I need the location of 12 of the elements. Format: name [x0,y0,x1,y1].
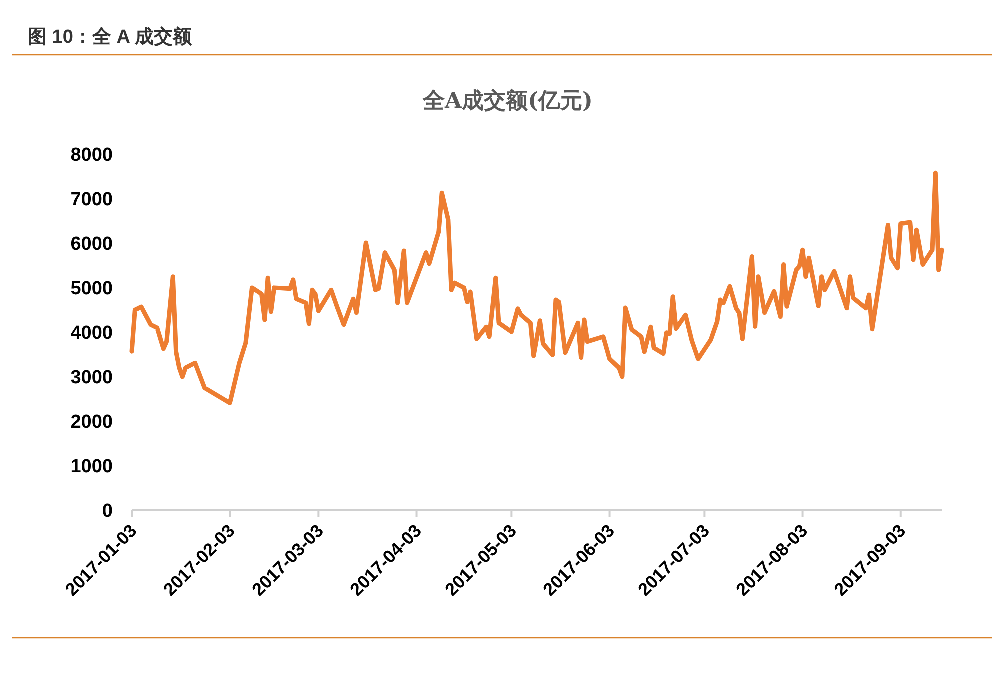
y-tick-label: 7000 [70,190,113,210]
y-tick-label: 1000 [70,456,113,478]
chart-subtitle: 全A成交额(亿元) [422,88,593,114]
y-tick-label: 0 [102,501,113,522]
y-tick-label: 8000 [70,145,113,166]
y-tick-label: 3000 [70,368,113,388]
chart-title: 图 10：全 A 成交额 [28,26,193,48]
y-tick-label: 6000 [70,234,113,255]
line-series [130,170,944,406]
y-tick-label: 4000 [70,323,113,344]
y-tick-label: 2000 [70,412,113,433]
y-tick-label: 5000 [70,278,113,300]
